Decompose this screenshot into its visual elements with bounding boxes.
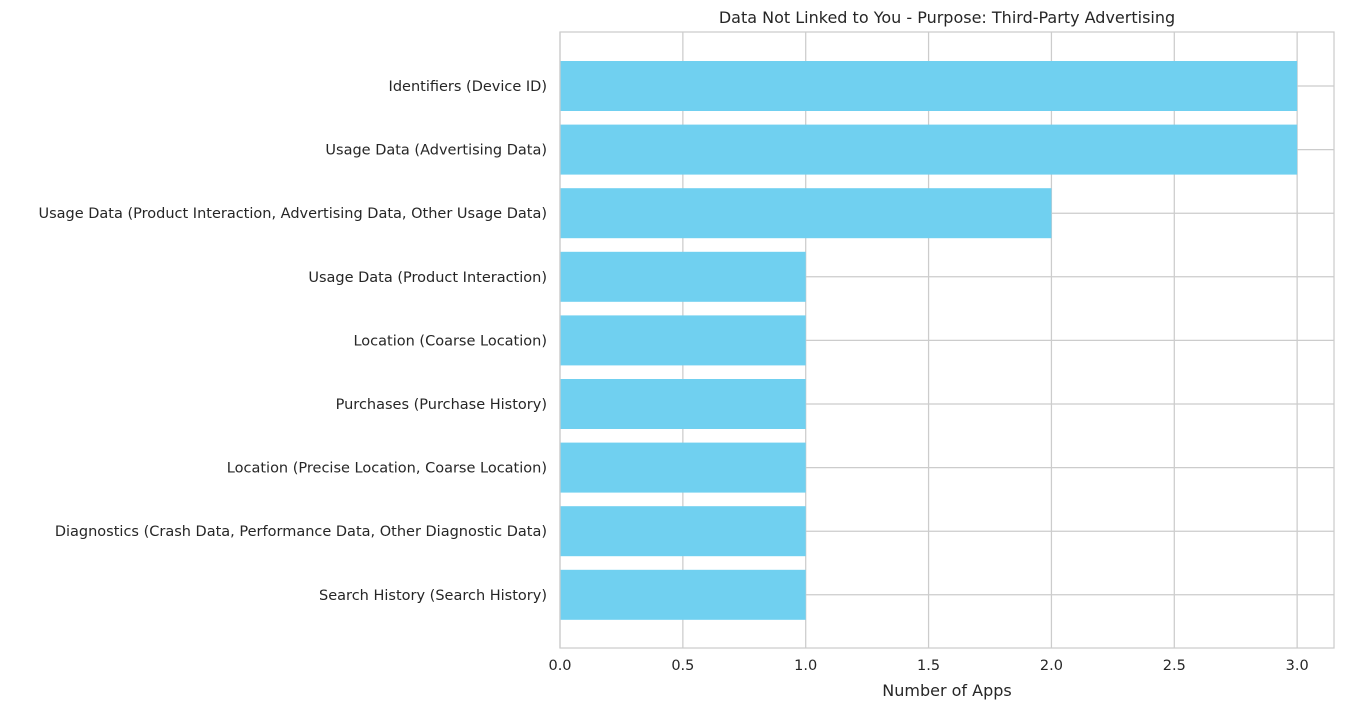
y-tick-label: Purchases (Purchase History) (336, 397, 547, 413)
bar (560, 506, 806, 557)
bar (560, 379, 806, 429)
y-tick-label: Usage Data (Advertising Data) (325, 143, 547, 159)
x-tick-label: 0.0 (548, 658, 571, 674)
bars (560, 61, 1298, 620)
bar (560, 315, 806, 366)
y-tick-label: Location (Precise Location, Coarse Locat… (227, 461, 547, 477)
bar (560, 124, 1298, 175)
y-tick-label: Usage Data (Product Interaction, Adverti… (38, 206, 547, 222)
bar (560, 442, 806, 493)
x-tick-label: 2.0 (1040, 658, 1063, 674)
x-tick-label: 0.5 (671, 658, 694, 674)
x-tick-labels: 0.0 0.5 1.0 1.5 2.0 2.5 3.0 (548, 658, 1308, 674)
bar (560, 188, 1052, 239)
x-axis-label: Number of Apps (882, 681, 1011, 700)
y-tick-label: Usage Data (Product Interaction) (308, 270, 547, 286)
x-tick-label: 2.5 (1163, 658, 1186, 674)
chart-title: Data Not Linked to You - Purpose: Third-… (719, 8, 1175, 27)
plot-frame (559, 31, 1335, 649)
x-tick-label: 1.5 (917, 658, 940, 674)
y-tick-label: Location (Coarse Location) (353, 333, 547, 349)
y-tick-label: Search History (Search History) (319, 588, 547, 604)
y-tick-label: Identifiers (Device ID) (389, 79, 547, 95)
x-tick-label: 1.0 (794, 658, 817, 674)
bar (560, 251, 806, 302)
y-tick-labels: Identifiers (Device ID) Usage Data (Adver… (38, 79, 547, 604)
bar (560, 61, 1298, 111)
x-tick-label: 3.0 (1286, 658, 1309, 674)
bar (560, 569, 806, 620)
y-tick-label: Diagnostics (Crash Data, Performance Dat… (55, 524, 547, 540)
